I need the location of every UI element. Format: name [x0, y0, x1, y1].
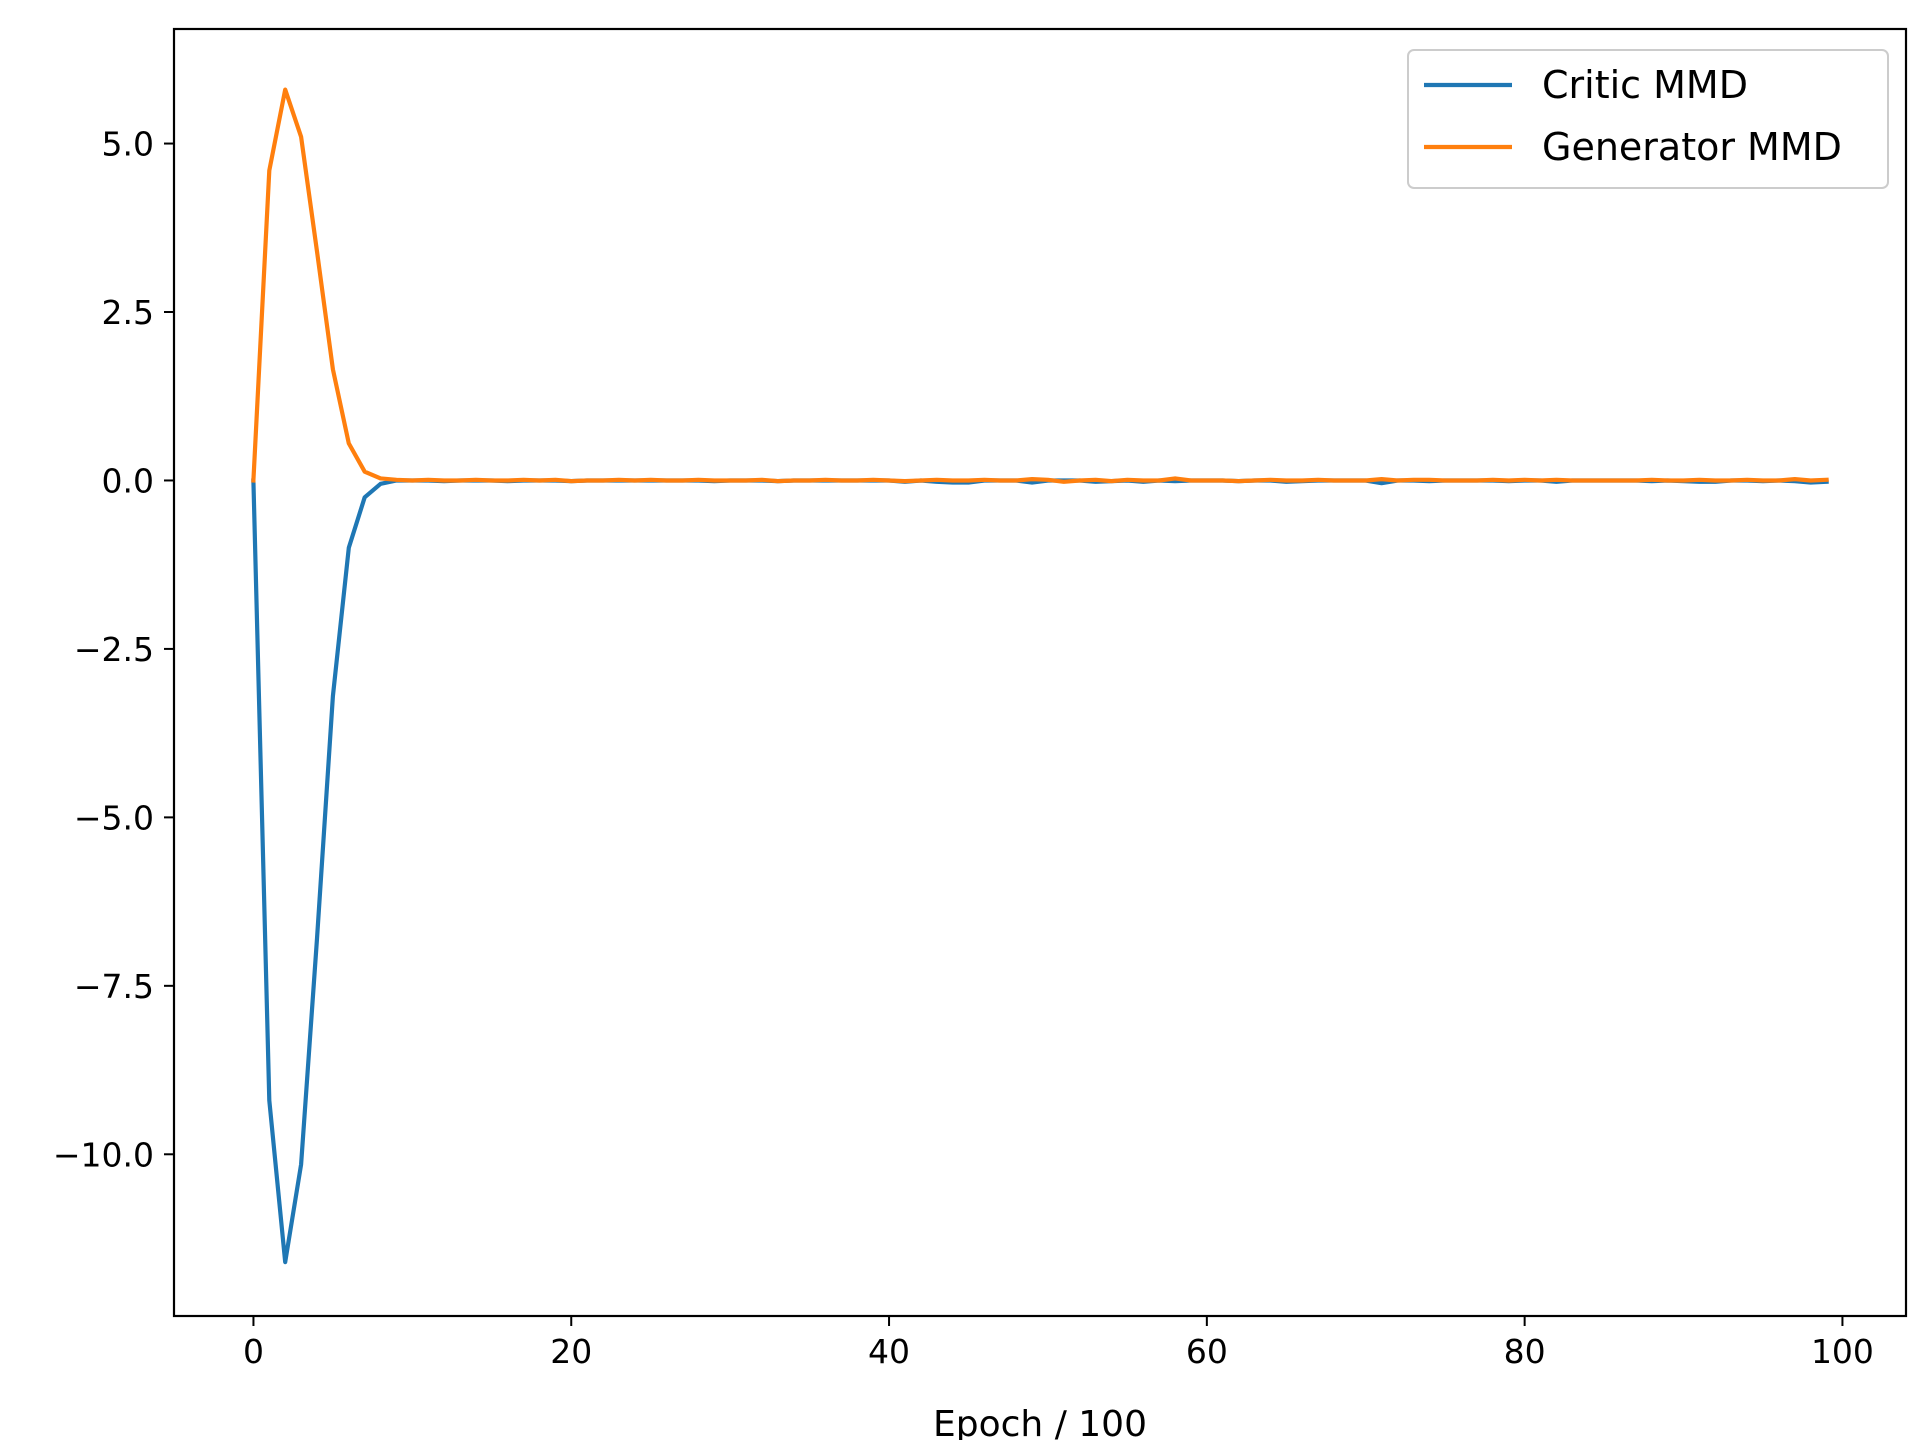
y-tick-label: 2.5 [102, 293, 154, 332]
y-tick-label: −7.5 [74, 967, 154, 1006]
x-tick-label: 100 [1811, 1332, 1874, 1371]
x-tick-label: 40 [868, 1332, 910, 1371]
axis-ticks: 0 20 40 60 80 100 5.0 2.5 0.0 −2.5 −5.0 −7.5 −10.0 [53, 125, 1874, 1371]
legend-box [1407, 49, 1889, 189]
y-tick-label: −10.0 [53, 1135, 154, 1174]
x-tick-label: 20 [550, 1332, 592, 1371]
plot-area [251, 87, 1829, 1265]
y-tick-label: 5.0 [102, 125, 154, 164]
y-tick-label: 0.0 [102, 461, 154, 500]
y-tick-label: −2.5 [74, 630, 154, 669]
x-tick-label: 60 [1186, 1332, 1228, 1371]
legend: Critic MMD Generator MMD [1407, 49, 1889, 189]
x-tick-label: 0 [243, 1332, 264, 1371]
series-line-1 [251, 87, 1829, 484]
x-axis-label: Epoch / 100 [933, 1404, 1147, 1440]
x-tick-label: 80 [1504, 1332, 1546, 1371]
plot-frame [172, 27, 1908, 1318]
y-tick-label: −5.0 [74, 798, 154, 837]
legend-label-0: Critic MMD [1542, 63, 1748, 107]
legend-label-1: Generator MMD [1542, 125, 1842, 169]
